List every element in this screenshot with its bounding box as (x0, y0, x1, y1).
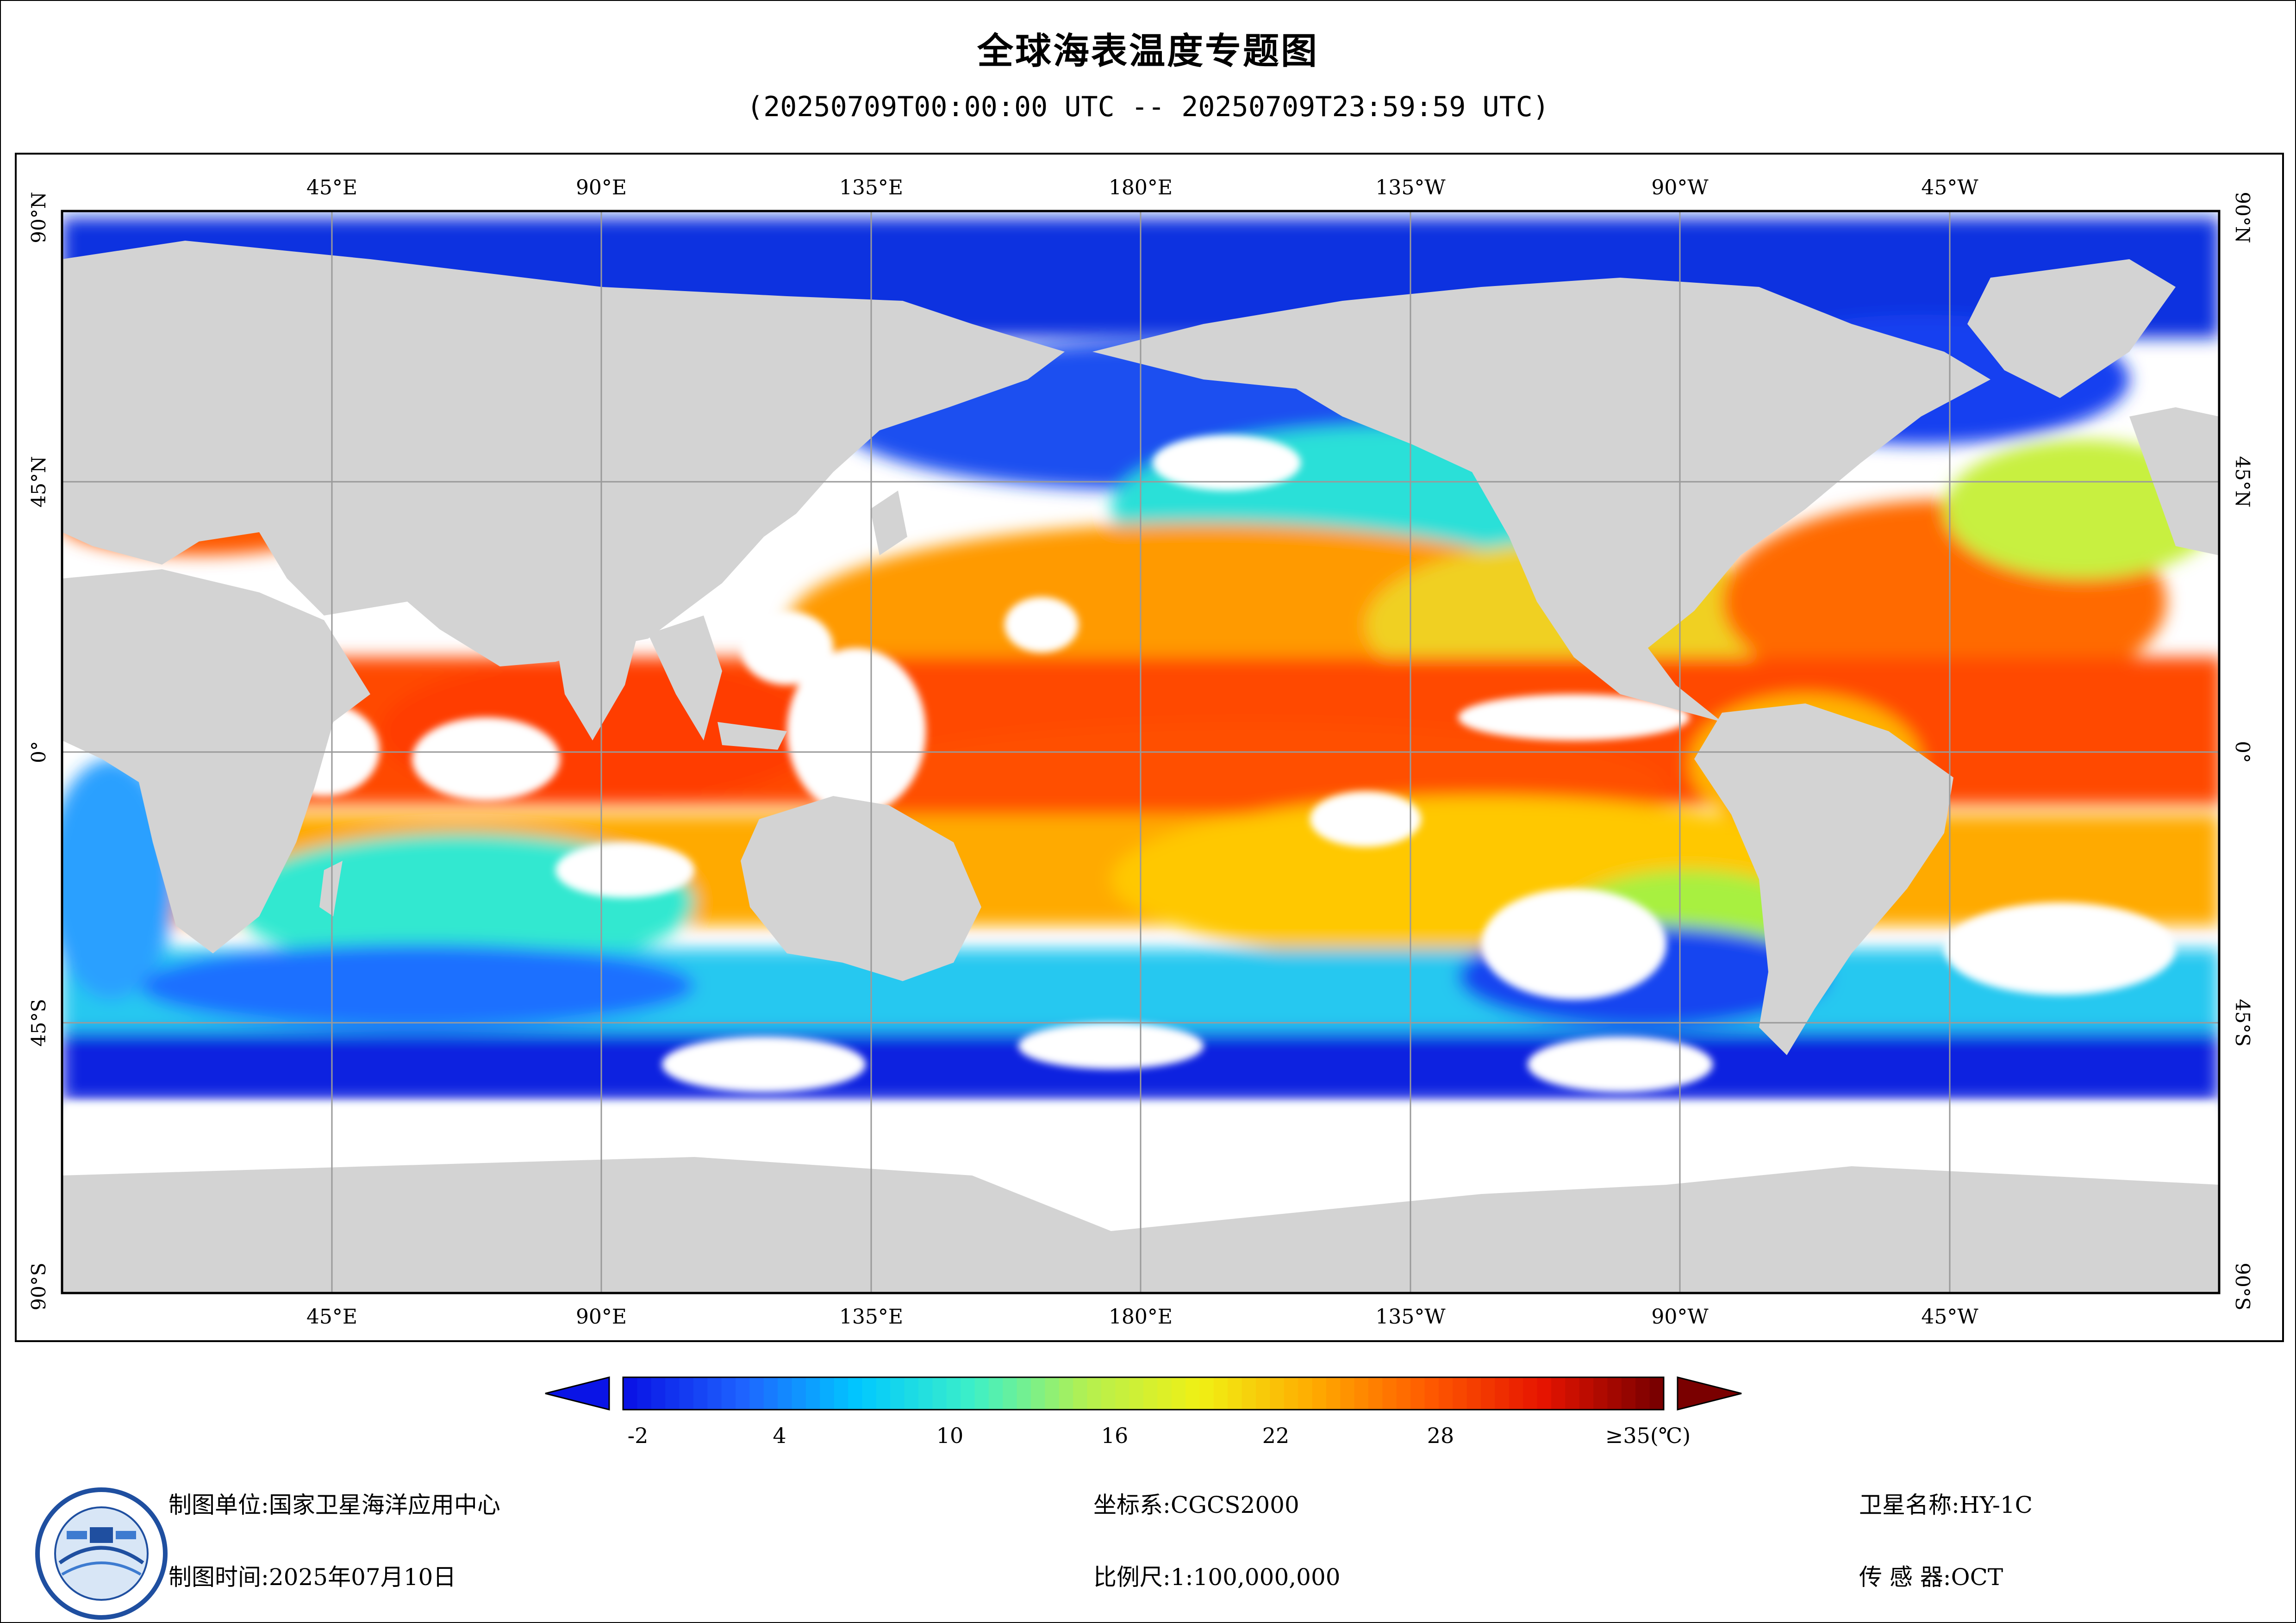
lon-label-top: 45°W (1921, 176, 1978, 199)
lon-label-bottom: 45°E (306, 1305, 357, 1329)
lat-labels-left: 90°N 45°N 0° 45°S 90°S (27, 192, 50, 1310)
sst-map[interactable]: 45°E 90°E 135°E 180°E 135°W 90°W 45°W 45… (0, 0, 2296, 1342)
lon-label-bottom: 90°W (1651, 1305, 1709, 1329)
coord-system-label: 坐标系:CGCS2000 (1093, 1492, 1299, 1518)
lon-label-bottom: 135°E (839, 1305, 903, 1329)
lon-label-top: 135°E (839, 176, 903, 199)
lon-label-top: 90°E (576, 176, 627, 199)
graticule (62, 211, 2219, 1293)
map-unit-label: 制图单位:国家卫星海洋应用中心 (168, 1492, 500, 1518)
lat-label-right: 45°N (2231, 456, 2254, 507)
lat-label-left: 45°S (27, 999, 50, 1046)
nsoas-logo (35, 1487, 168, 1620)
map-title: 全球海表温度专题图 (977, 31, 1319, 72)
lat-label-right: 45°S (2231, 999, 2254, 1046)
map-subtitle: (20250709T00:00:00 UTC -- 20250709T23:59… (747, 91, 1549, 123)
lon-label-bottom: 135°W (1375, 1305, 1446, 1329)
lon-label-bottom: 180°E (1109, 1305, 1173, 1329)
sensor-label: 传 感 器:OCT (1859, 1564, 2003, 1591)
map-frame (15, 153, 2284, 1342)
satellite-label: 卫星名称:HY-1C (1859, 1492, 2033, 1518)
lon-labels-bottom: 45°E 90°E 135°E 180°E 135°W 90°W 45°W (306, 1305, 1978, 1329)
map-border (61, 210, 2221, 1294)
lon-labels-top: 45°E 90°E 135°E 180°E 135°W 90°W 45°W (306, 176, 1978, 199)
lon-label-bottom: 90°E (576, 1305, 627, 1329)
lon-label-top: 90°W (1651, 176, 1709, 199)
lon-label-top: 180°E (1109, 176, 1173, 199)
lon-label-bottom: 45°W (1921, 1305, 1978, 1329)
lat-label-right: 0° (2231, 741, 2254, 763)
lat-labels-right: 90°N 45°N 0° 45°S 90°S (2231, 192, 2254, 1310)
lon-label-top: 45°E (306, 176, 357, 199)
lat-label-left: 90°S (27, 1262, 50, 1310)
lon-label-top: 135°W (1375, 176, 1446, 199)
lat-label-right: 90°S (2231, 1262, 2254, 1310)
map-time-label: 制图时间:2025年07月10日 (168, 1564, 456, 1591)
lat-label-left: 0° (27, 741, 50, 763)
lat-label-left: 45°N (27, 456, 50, 507)
scale-label: 比例尺:1:100,000,000 (1093, 1564, 1341, 1591)
lat-label-right: 90°N (2231, 192, 2254, 243)
lat-label-left: 90°N (27, 192, 50, 243)
